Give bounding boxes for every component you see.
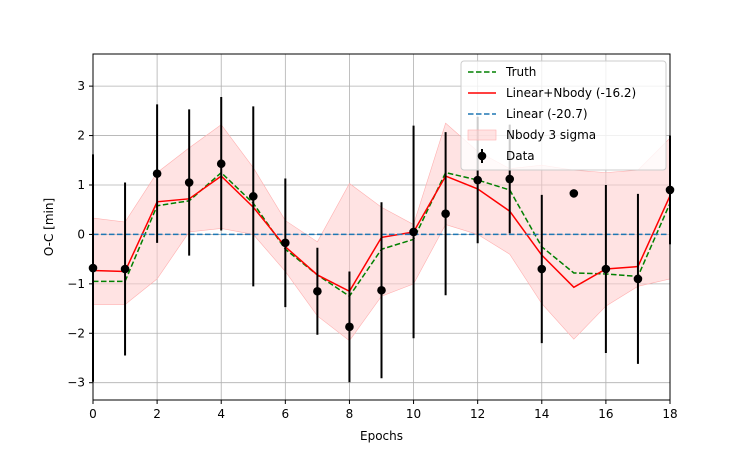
y-tick-label-4: 1	[77, 178, 85, 192]
x-tick-label-7: 14	[534, 407, 549, 421]
legend-label-3: Nbody 3 sigma	[506, 128, 596, 142]
data-points	[88, 97, 675, 383]
data-point-13	[505, 174, 515, 184]
y-tick-label-1: −2	[67, 326, 85, 340]
data-point-8	[345, 322, 354, 332]
x-tick-label-9: 18	[662, 407, 677, 421]
data-point-16	[601, 264, 611, 274]
legend-swatch-4	[477, 151, 487, 161]
data-point-15	[569, 189, 579, 198]
legend-label-0: Truth	[505, 65, 536, 79]
data-point-5	[248, 192, 258, 201]
y-axis-label: O-C [min]	[42, 198, 56, 256]
data-point-10	[409, 227, 418, 237]
y-tick-label-2: −1	[67, 277, 85, 291]
legend-swatch-3	[467, 129, 497, 141]
y-tick-label-6: 3	[77, 79, 85, 93]
data-point-1	[120, 264, 130, 274]
x-tick-label-1: 2	[153, 407, 161, 421]
x-tick-label-5: 10	[406, 407, 421, 421]
data-point-17	[633, 274, 643, 284]
x-tick-label-8: 16	[598, 407, 613, 421]
x-tick-label-6: 12	[470, 407, 485, 421]
data-point-6	[281, 238, 290, 248]
data-point-9	[377, 285, 386, 295]
data-point-3	[184, 178, 194, 187]
x-tick-label-2: 4	[217, 407, 225, 421]
legend-box	[460, 60, 667, 171]
legend: Truth Linear+Nbody (-16.2) Linear (-20.7) N…	[460, 60, 667, 171]
y-tick-label-0: −3	[67, 376, 85, 390]
x-tick-label-3: 6	[282, 407, 290, 421]
legend-label-4: Data	[506, 149, 535, 163]
data-point-11	[441, 209, 450, 218]
x-tick-label-0: 0	[89, 407, 97, 421]
data-point-7	[313, 286, 322, 296]
y-tick-label-3: 0	[77, 227, 85, 241]
legend-label-1: Linear+Nbody (-16.2)	[506, 86, 636, 100]
legend-label-2: Linear (-20.7)	[506, 107, 588, 121]
x-tick-label-4: 8	[346, 407, 354, 421]
data-point-12	[473, 175, 482, 185]
axes-frame	[92, 53, 671, 401]
data-point-4	[216, 159, 226, 169]
y-tick-label-5: 2	[77, 129, 85, 143]
data-point-14	[537, 264, 547, 274]
data-point-2	[152, 169, 162, 178]
x-axis-label: Epochs	[360, 429, 403, 443]
